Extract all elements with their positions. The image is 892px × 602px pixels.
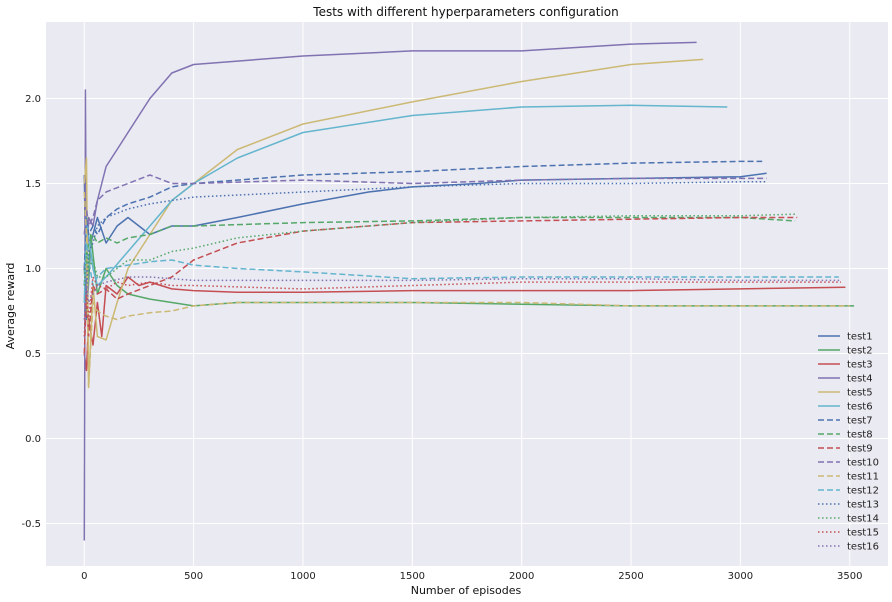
x-tick-label: 1500 <box>400 571 425 582</box>
series-line-test11 <box>83 191 850 389</box>
series-line-test15 <box>83 276 841 337</box>
y-tick-label: 1.5 <box>25 179 41 190</box>
x-tick-label: 0 <box>81 571 87 582</box>
y-tick-label: 2.0 <box>25 94 41 105</box>
x-tick-label: 1000 <box>290 571 315 582</box>
y-tick-label: 0.0 <box>25 434 41 445</box>
x-tick-label: 3500 <box>837 571 862 582</box>
series-line-test10 <box>83 174 767 235</box>
chart-title: Tests with different hyperparameters con… <box>312 5 618 19</box>
series-line-test14 <box>83 213 798 286</box>
legend-label-test7: test7 <box>847 416 873 427</box>
legend-label-test6: test6 <box>847 402 873 413</box>
x-tick-label: 500 <box>184 571 203 582</box>
series-line-test6 <box>83 104 728 303</box>
legend-label-test3: test3 <box>847 360 873 371</box>
series-lines <box>83 41 855 541</box>
legend-label-test11: test11 <box>847 472 879 483</box>
legend-label-test16: test16 <box>847 542 879 553</box>
ticks: 0 500 1000 1500 2000 2500 3000 3500 -0.5 0.0 0.5 1.… <box>21 94 862 582</box>
legend-label-test12: test12 <box>847 486 879 497</box>
series-line-test12 <box>83 242 839 287</box>
legend-label-test13: test13 <box>847 500 879 511</box>
legend-label-test10: test10 <box>847 458 879 469</box>
x-tick-label: 3000 <box>728 571 753 582</box>
legend-label-test14: test14 <box>847 514 879 525</box>
y-axis-label: Average reward <box>4 263 17 350</box>
legend-label-test4: test4 <box>847 374 873 385</box>
x-axis-label: Number of episodes <box>411 584 522 597</box>
legend-label-test8: test8 <box>847 430 873 441</box>
y-tick-label: -0.5 <box>21 519 41 530</box>
x-tick-label: 2000 <box>509 571 534 582</box>
legend-label-test1: test1 <box>847 332 873 343</box>
series-line-test7 <box>83 160 763 269</box>
legend: test1 test2 test3 test4 test5 test6 test7 test8… <box>818 332 879 553</box>
legend-label-test5: test5 <box>847 388 873 399</box>
legend-label-test15: test15 <box>847 528 879 539</box>
series-line-test3 <box>83 276 846 372</box>
x-tick-label: 2500 <box>618 571 643 582</box>
legend-label-test2: test2 <box>847 346 873 357</box>
y-tick-label: 0.5 <box>25 349 41 360</box>
y-tick-label: 1.0 <box>25 264 41 275</box>
legend-label-test9: test9 <box>847 444 873 455</box>
series-line-test13 <box>83 181 767 295</box>
plot-area <box>46 22 888 566</box>
series-line-test8 <box>83 216 796 286</box>
